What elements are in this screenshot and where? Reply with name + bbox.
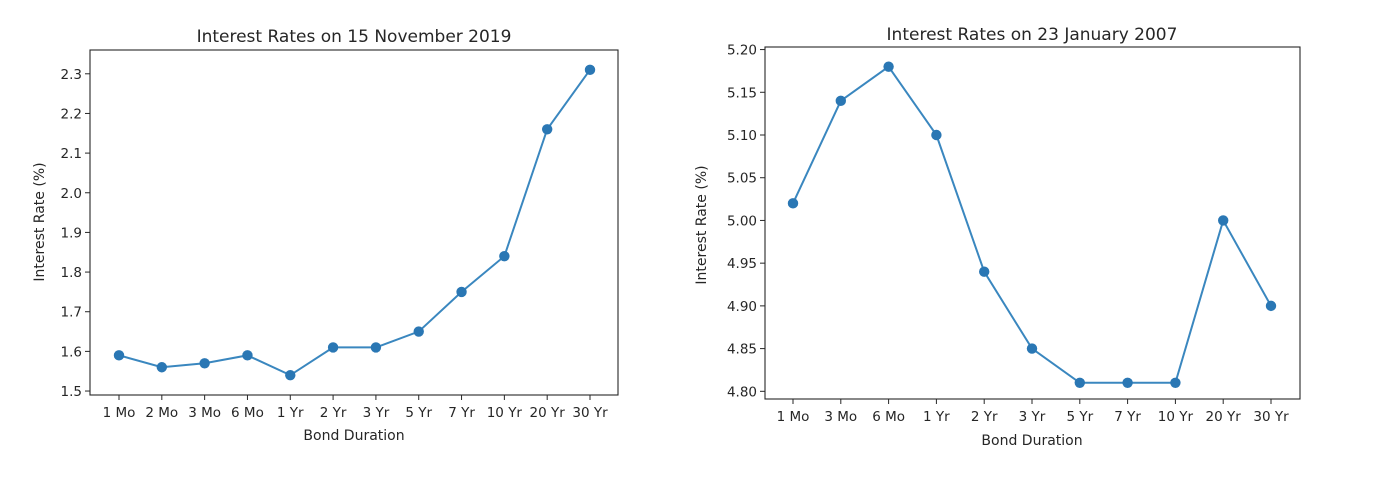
data-point: [584, 64, 596, 76]
x-tick-label: 6 Mo: [872, 409, 905, 425]
data-point: [199, 358, 210, 369]
y-tick-label: 1.9: [61, 225, 82, 241]
y-tick-label: 5.10: [727, 128, 757, 144]
x-tick-label: 30 Yr: [1253, 409, 1289, 425]
data-point: [156, 362, 168, 373]
x-tick-label: 1 Mo: [103, 405, 136, 421]
y-tick-label: 5.05: [727, 171, 757, 187]
y-tick-label: 2.2: [61, 106, 82, 122]
y-tick-label: 5.00: [727, 213, 757, 229]
data-point: [1122, 377, 1133, 388]
chart-jan-2007: Interest Rates on 23 January 2007 Intere…: [694, 25, 1301, 449]
data-point: [1218, 215, 1229, 226]
y-tick-label: 2.3: [61, 67, 82, 83]
y-tick-label: 1.8: [61, 265, 82, 281]
data-point: [285, 369, 296, 381]
x-tick-label: 10 Yr: [487, 405, 523, 421]
y-tick-label: 4.90: [727, 299, 757, 315]
x-tick-label: 3 Mo: [188, 405, 221, 421]
data-point: [541, 124, 553, 135]
x-tick-label: 20 Yr: [530, 405, 566, 421]
axis-ticks: 4.80 4.85 4.90 4.95 5.00 5.05 5.10 5.15 5.20 1 Mo…: [727, 43, 1289, 425]
data-point: [499, 251, 510, 262]
y-axis-label: Interest Rate (%): [694, 165, 710, 284]
x-tick-label: 3 Mo: [824, 409, 857, 425]
data-point: [835, 95, 846, 107]
series-marks: [787, 61, 1277, 388]
y-tick-label: 1.7: [61, 305, 82, 321]
x-tick-label: 5 Yr: [405, 405, 432, 421]
x-tick-label: 6 Mo: [231, 405, 264, 421]
x-tick-label: 2 Yr: [971, 409, 998, 425]
y-tick-label: 5.20: [727, 43, 757, 59]
data-point: [456, 286, 467, 298]
y-tick-label: 4.95: [727, 256, 757, 272]
data-point: [1074, 377, 1086, 388]
data-point: [113, 350, 125, 361]
series-marks: [113, 64, 596, 381]
x-tick-label: 30 Yr: [572, 405, 608, 421]
y-tick-label: 2.1: [61, 146, 82, 162]
x-axis-label: Bond Duration: [981, 433, 1082, 449]
x-tick-label: 7 Yr: [1114, 409, 1141, 425]
data-point: [931, 129, 942, 141]
x-tick-label: 10 Yr: [1158, 409, 1194, 425]
data-point: [327, 342, 339, 353]
data-point: [370, 342, 382, 353]
y-axis-label: Interest Rate (%): [32, 162, 48, 281]
series-line: [118, 69, 591, 377]
data-point: [242, 350, 253, 361]
y-tick-label: 2.0: [61, 186, 82, 202]
data-point: [1265, 300, 1277, 312]
series-line: [792, 65, 1272, 384]
chart-nov-2019: Interest Rates on 15 November 2019 Inter…: [32, 27, 619, 444]
chart-title: Interest Rates on 15 November 2019: [197, 27, 512, 47]
data-point: [979, 266, 990, 277]
x-tick-label: 1 Yr: [923, 409, 950, 425]
data-point: [1026, 343, 1038, 354]
y-tick-label: 4.80: [727, 384, 757, 400]
x-tick-label: 3 Yr: [363, 405, 390, 421]
x-tick-label: 1 Yr: [277, 405, 304, 421]
x-tick-label: 7 Yr: [448, 405, 475, 421]
data-point: [787, 198, 799, 209]
x-tick-label: 20 Yr: [1206, 409, 1242, 425]
x-tick-label: 5 Yr: [1066, 409, 1093, 425]
x-tick-label: 3 Yr: [1019, 409, 1046, 425]
y-tick-label: 5.15: [727, 85, 757, 101]
chart-title: Interest Rates on 23 January 2007: [887, 25, 1178, 45]
axis-ticks: 1.5 1.6 1.7 1.8 1.9 2.0 2.1 2.2 2.3 1 Mo 2 Mo 3 Mo 6…: [61, 67, 609, 421]
y-tick-label: 1.6: [61, 344, 82, 360]
data-point: [413, 326, 424, 337]
y-tick-label: 1.5: [61, 384, 82, 400]
data-point: [883, 61, 894, 72]
data-point: [1170, 377, 1181, 388]
x-axis-label: Bond Duration: [303, 428, 404, 444]
x-tick-label: 2 Yr: [320, 405, 347, 421]
y-tick-label: 4.85: [727, 342, 757, 358]
plot-area: [89, 49, 619, 396]
x-tick-label: 1 Mo: [777, 409, 810, 425]
x-tick-label: 2 Mo: [145, 405, 178, 421]
